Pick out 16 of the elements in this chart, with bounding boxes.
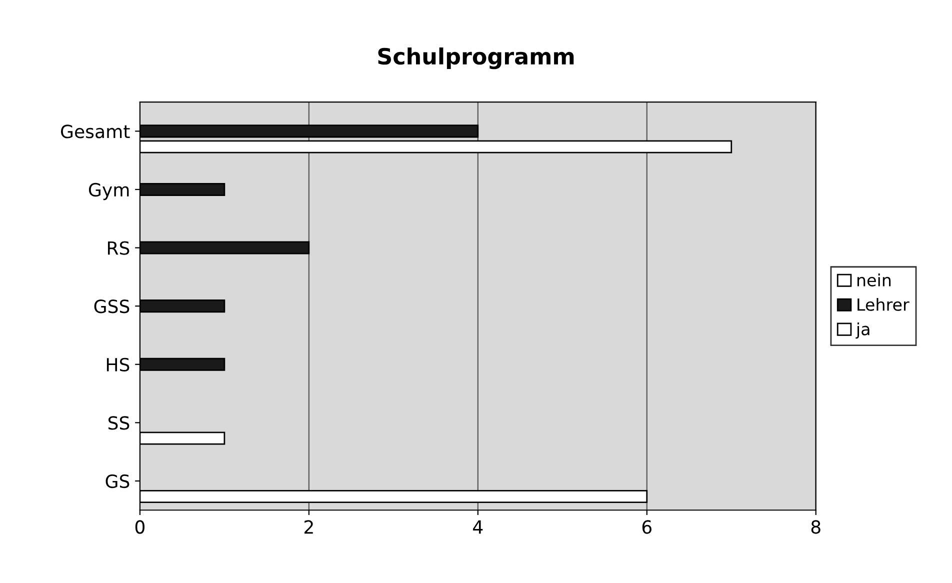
y-tick-label: HS bbox=[106, 358, 130, 372]
y-tick-label: GS bbox=[106, 474, 130, 488]
y-tick-label: SS bbox=[108, 416, 130, 430]
legend-label: nein bbox=[857, 274, 891, 286]
chart-title: Schulprogramm bbox=[378, 47, 574, 70]
y-tick-label: Gesamt bbox=[61, 124, 130, 138]
x-tick-label: 0 bbox=[135, 520, 144, 534]
x-tick-label: 4 bbox=[473, 520, 483, 534]
x-tick-label: 6 bbox=[642, 520, 652, 534]
y-tick-label: Gym bbox=[88, 182, 129, 200]
legend-label: ja bbox=[856, 322, 870, 339]
x-tick-label: 8 bbox=[811, 520, 820, 534]
legend-label: Lehrer bbox=[858, 298, 910, 311]
x-tick-label: 2 bbox=[304, 520, 313, 534]
y-tick-label: GSS bbox=[94, 300, 130, 314]
y-tick-label: RS bbox=[108, 241, 130, 255]
